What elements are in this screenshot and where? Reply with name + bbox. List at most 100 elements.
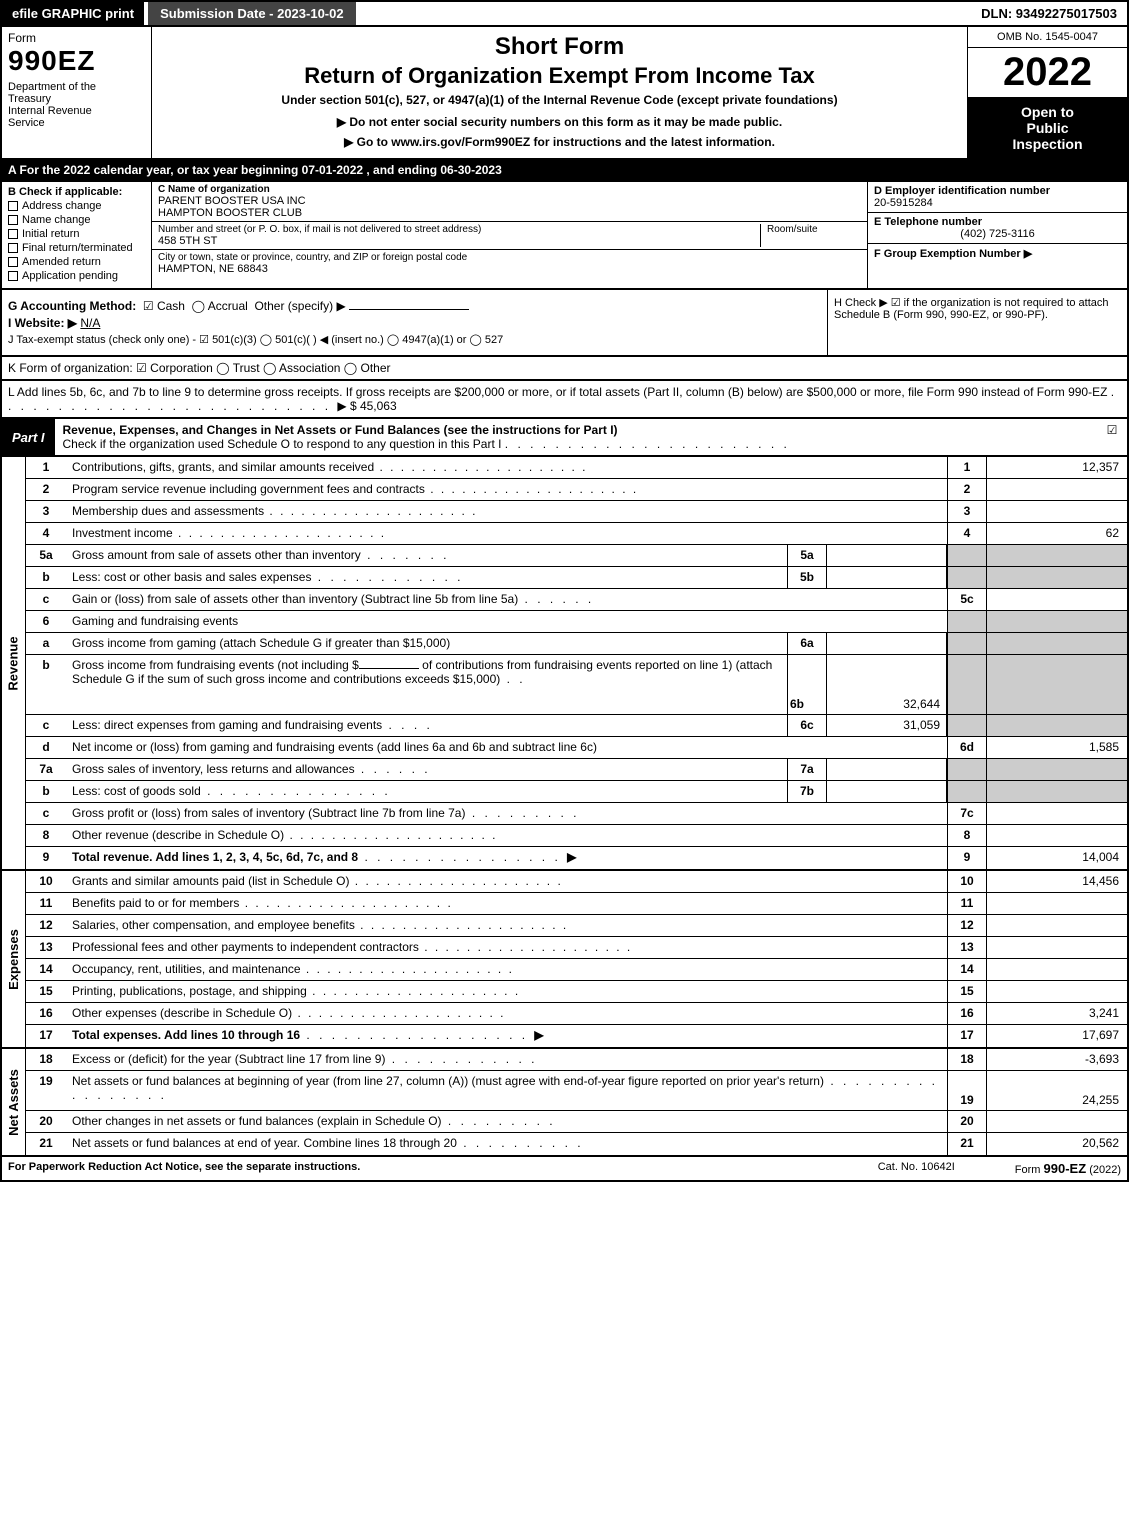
line-5c-value (987, 589, 1127, 610)
line-7a-value (827, 759, 947, 780)
line-19: 19 Net assets or fund balances at beginn… (26, 1071, 1127, 1111)
part1-schedule-o-checkbox[interactable]: ☑ (1097, 419, 1127, 455)
street-label: Number and street (or P. O. box, if mail… (158, 224, 754, 235)
instructions-link[interactable]: ▶ Go to www.irs.gov/Form990EZ for instru… (160, 135, 959, 149)
section-c: C Name of organization PARENT BOOSTER US… (152, 182, 867, 288)
line-7c: c Gross profit or (loss) from sales of i… (26, 803, 1127, 825)
line-9: 9 Total revenue. Add lines 1, 2, 3, 4, 5… (26, 847, 1127, 869)
line-11: 11 Benefits paid to or for members 11 (26, 893, 1127, 915)
gh-block: G Accounting Method: ☑ Cash ◯ Accrual Ot… (0, 290, 1129, 357)
line-7b-value (827, 781, 947, 802)
revenue-section: Revenue 1 Contributions, gifts, grants, … (0, 457, 1129, 871)
net-assets-side-label: Net Assets (2, 1049, 26, 1155)
line-11-value (987, 893, 1127, 914)
line-8-value (987, 825, 1127, 846)
revenue-side-label: Revenue (2, 457, 26, 869)
section-e: E Telephone number (402) 725-3116 (868, 213, 1127, 244)
dln-number: DLN: 93492275017503 (971, 2, 1127, 25)
gh-left: G Accounting Method: ☑ Cash ◯ Accrual Ot… (2, 290, 827, 355)
line-6b-value: 32,644 (827, 655, 947, 714)
city-label: City or town, state or province, country… (158, 252, 861, 263)
line-6b: b Gross income from fundraising events (… (26, 655, 1127, 715)
part1-label: Part I (2, 419, 55, 455)
top-bar: efile GRAPHIC print Submission Date - 20… (0, 0, 1129, 25)
short-form-title: Short Form (160, 33, 959, 61)
line-4: 4 Investment income 4 62 (26, 523, 1127, 545)
line-6a-value (827, 633, 947, 654)
line-10-value: 14,456 (987, 871, 1127, 892)
line-1-value: 12,357 (987, 457, 1127, 478)
row-a-tax-year: A For the 2022 calendar year, or tax yea… (0, 160, 1129, 182)
line-17: 17 Total expenses. Add lines 10 through … (26, 1025, 1127, 1047)
line-12-value (987, 915, 1127, 936)
header-right: OMB No. 1545-0047 2022 Open toPublicInsp… (967, 27, 1127, 158)
line-6: 6 Gaming and fundraising events (26, 611, 1127, 633)
header-center: Short Form Return of Organization Exempt… (152, 27, 967, 158)
ein-label: D Employer identification number (874, 185, 1121, 197)
line-3-value (987, 501, 1127, 522)
submission-date: Submission Date - 2023-10-02 (148, 2, 356, 25)
org-name-2: HAMPTON BOOSTER CLUB (158, 207, 861, 219)
info-block: B Check if applicable: Address change Na… (0, 182, 1129, 290)
header-left: Form 990EZ Department of theTreasuryInte… (2, 27, 152, 158)
expenses-side-label: Expenses (2, 871, 26, 1047)
expenses-section: Expenses 10 Grants and similar amounts p… (0, 871, 1129, 1049)
line-1: 1 Contributions, gifts, grants, and simi… (26, 457, 1127, 479)
line-9-value: 14,004 (987, 847, 1127, 869)
line-16: 16 Other expenses (describe in Schedule … (26, 1003, 1127, 1025)
section-i: I Website: ▶ N/A (8, 316, 821, 330)
line-19-value: 24,255 (987, 1071, 1127, 1110)
line-6d: d Net income or (loss) from gaming and f… (26, 737, 1127, 759)
chk-application-pending[interactable]: Application pending (8, 270, 145, 282)
phone-label: E Telephone number (874, 216, 1121, 228)
chk-initial-return[interactable]: Initial return (8, 228, 145, 240)
line-18-value: -3,693 (987, 1049, 1127, 1070)
gross-receipts: ▶ $ 45,063 (337, 399, 396, 413)
subtitle: Under section 501(c), 527, or 4947(a)(1)… (160, 93, 959, 107)
line-20-value (987, 1111, 1127, 1132)
cat-number: Cat. No. 10642I (878, 1161, 955, 1176)
org-name-label: C Name of organization (158, 184, 861, 195)
line-14-value (987, 959, 1127, 980)
line-16-value: 3,241 (987, 1003, 1127, 1024)
section-d: D Employer identification number 20-5915… (868, 182, 1127, 213)
section-l: L Add lines 5b, 6c, and 7b to line 9 to … (0, 381, 1129, 419)
ssn-warning: ▶ Do not enter social security numbers o… (160, 115, 959, 129)
paperwork-notice: For Paperwork Reduction Act Notice, see … (8, 1161, 360, 1176)
chk-address-change[interactable]: Address change (8, 200, 145, 212)
info-right: D Employer identification number 20-5915… (867, 182, 1127, 288)
main-title: Return of Organization Exempt From Incom… (160, 63, 959, 89)
line-17-value: 17,697 (987, 1025, 1127, 1047)
tax-year: 2022 (968, 48, 1127, 98)
line-6d-value: 1,585 (987, 737, 1127, 758)
efile-print-label: efile GRAPHIC print (2, 2, 144, 25)
street-cell: Number and street (or P. O. box, if mail… (152, 222, 867, 250)
section-k: K Form of organization: ☑ Corporation ◯ … (0, 357, 1129, 381)
line-8: 8 Other revenue (describe in Schedule O)… (26, 825, 1127, 847)
line-5c: c Gain or (loss) from sale of assets oth… (26, 589, 1127, 611)
line-13-value (987, 937, 1127, 958)
line-21-value: 20,562 (987, 1133, 1127, 1155)
chk-amended-return[interactable]: Amended return (8, 256, 145, 268)
line-13: 13 Professional fees and other payments … (26, 937, 1127, 959)
section-g: G Accounting Method: ☑ Cash ◯ Accrual Ot… (8, 299, 821, 313)
website-value: N/A (80, 316, 100, 330)
line-7c-value (987, 803, 1127, 824)
group-exemption-label: F Group Exemption Number ▶ (874, 248, 1032, 260)
section-j: J Tax-exempt status (check only one) - ☑… (8, 333, 821, 346)
part1-title: Revenue, Expenses, and Changes in Net As… (55, 419, 1097, 455)
ein-value: 20-5915284 (874, 197, 1121, 209)
org-name-1: PARENT BOOSTER USA INC (158, 195, 861, 207)
page-footer: For Paperwork Reduction Act Notice, see … (0, 1157, 1129, 1182)
net-assets-section: Net Assets 18 Excess or (deficit) for th… (0, 1049, 1129, 1157)
line-6c: c Less: direct expenses from gaming and … (26, 715, 1127, 737)
form-word: Form (8, 31, 145, 45)
line-10: 10 Grants and similar amounts paid (list… (26, 871, 1127, 893)
line-12: 12 Salaries, other compensation, and emp… (26, 915, 1127, 937)
line-5b-value (827, 567, 947, 588)
chk-name-change[interactable]: Name change (8, 214, 145, 226)
chk-final-return[interactable]: Final return/terminated (8, 242, 145, 254)
line-6a: a Gross income from gaming (attach Sched… (26, 633, 1127, 655)
line-21: 21 Net assets or fund balances at end of… (26, 1133, 1127, 1155)
section-h: H Check ▶ ☑ if the organization is not r… (827, 290, 1127, 355)
